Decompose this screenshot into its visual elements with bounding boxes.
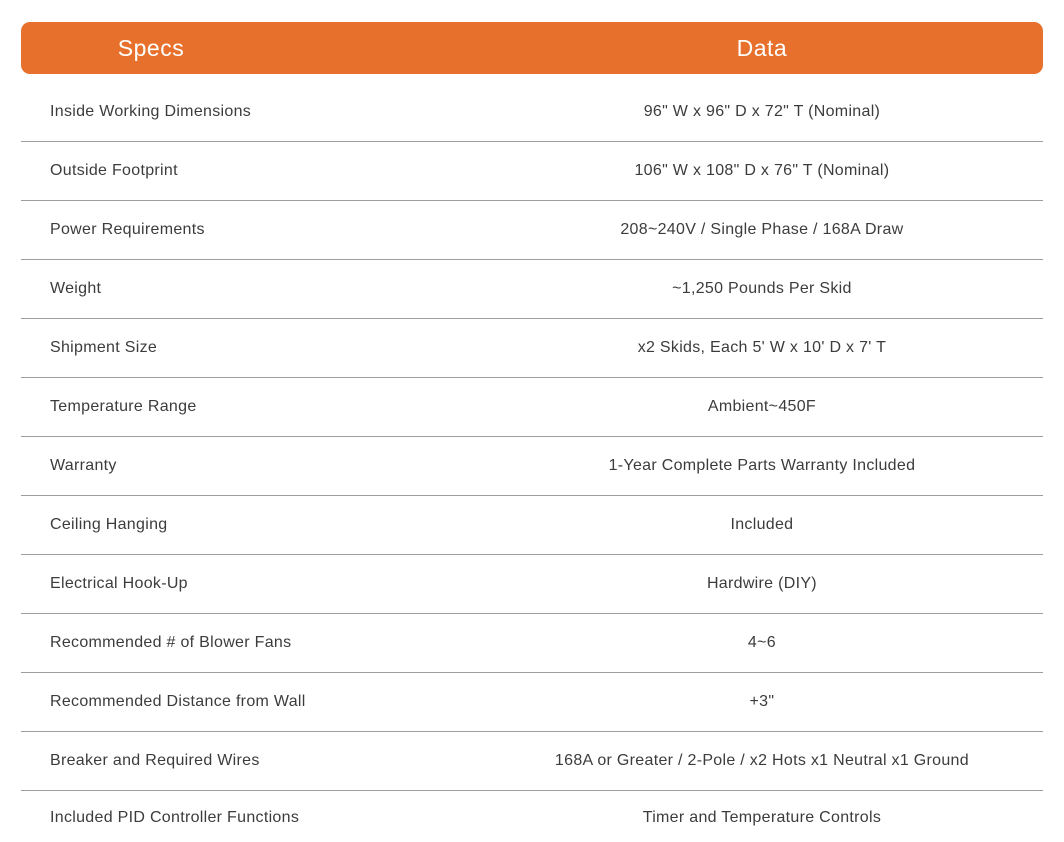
table-row: Power Requirements 208~240V / Single Pha… — [21, 201, 1043, 260]
spec-label: Recommended # of Blower Fans — [50, 634, 292, 651]
spec-value: 1-Year Complete Parts Warranty Included — [608, 457, 916, 474]
spec-label: Warranty — [50, 457, 117, 474]
spec-value: 106" W x 108" D x 76" T (Nominal) — [634, 162, 890, 179]
table-row: Ceiling Hanging Included — [21, 496, 1043, 555]
spec-value: ~1,250 Pounds Per Skid — [672, 280, 852, 297]
spec-value: 4~6 — [747, 634, 776, 651]
table-header-bar: Specs Data — [21, 22, 1043, 74]
table-row: Recommended Distance from Wall +3" — [21, 673, 1043, 732]
spec-label: Breaker and Required Wires — [50, 752, 260, 769]
spec-value: 208~240V / Single Phase / 168A Draw — [620, 221, 904, 238]
spec-value: Hardwire (DIY) — [706, 575, 817, 592]
header-specs-label: Specs — [117, 34, 185, 61]
spec-value: 168A or Greater / 2-Pole / x2 Hots x1 Ne… — [554, 752, 969, 769]
table-row: Recommended # of Blower Fans 4~6 — [21, 614, 1043, 673]
spec-label: Shipment Size — [50, 339, 158, 356]
spec-value: Included — [730, 516, 794, 533]
table-row: Weight ~1,250 Pounds Per Skid — [21, 260, 1043, 319]
table-row: Temperature Range Ambient~450F — [21, 378, 1043, 437]
spec-label: Power Requirements — [50, 221, 205, 238]
spec-label: Inside Working Dimensions — [50, 103, 252, 120]
table-row: Outside Footprint 106" W x 108" D x 76" … — [21, 142, 1043, 201]
spec-label: Ceiling Hanging — [50, 516, 168, 533]
spec-value: Timer and Temperature Controls — [642, 809, 882, 826]
spec-label: Weight — [50, 280, 102, 297]
specs-table: Specs Data Inside Working Dimensions 96"… — [21, 22, 1043, 842]
spec-value: +3" — [749, 693, 775, 710]
spec-label: Electrical Hook-Up — [50, 575, 188, 592]
spec-label: Included PID Controller Functions — [50, 809, 300, 826]
table-row: Included PID Controller Functions Timer … — [21, 791, 1043, 842]
table-row: Shipment Size x2 Skids, Each 5' W x 10' … — [21, 319, 1043, 378]
table-row: Warranty 1-Year Complete Parts Warranty … — [21, 437, 1043, 496]
table-body: Inside Working Dimensions 96" W x 96" D … — [21, 83, 1043, 842]
table-row: Electrical Hook-Up Hardwire (DIY) — [21, 555, 1043, 614]
spec-value: x2 Skids, Each 5' W x 10' D x 7' T — [637, 339, 887, 356]
spec-label: Recommended Distance from Wall — [50, 693, 306, 710]
spec-value: 96" W x 96" D x 72" T (Nominal) — [643, 103, 881, 120]
spec-label: Temperature Range — [50, 398, 197, 415]
spec-label: Outside Footprint — [50, 162, 178, 179]
table-row: Breaker and Required Wires 168A or Great… — [21, 732, 1043, 791]
spec-value: Ambient~450F — [707, 398, 816, 415]
table-row: Inside Working Dimensions 96" W x 96" D … — [21, 83, 1043, 142]
header-data-label: Data — [736, 34, 788, 61]
